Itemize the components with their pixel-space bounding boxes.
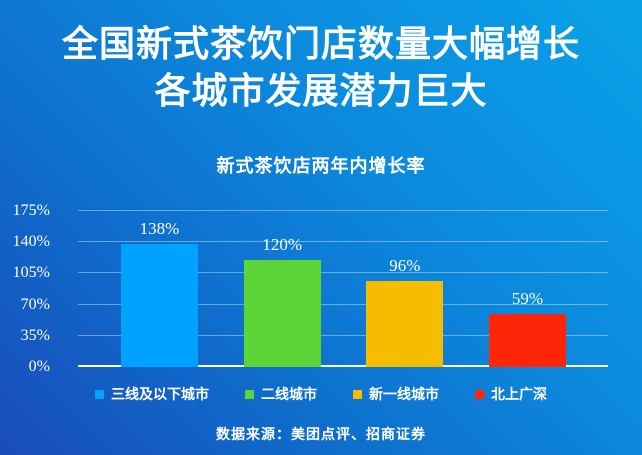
gridline (78, 241, 608, 242)
legend-item-三线及以下城市: 三线及以下城市 (95, 384, 209, 404)
y-tick-label: 70% (21, 296, 50, 314)
chart-legend: 三线及以下城市 二线城市 新一线城市 北上广深 (0, 384, 642, 404)
bar-value-label: 96% (366, 256, 443, 276)
data-source-note: 数据来源：美团点评、招商证券 (0, 424, 642, 444)
bar-二线城市 (244, 260, 321, 367)
legend-swatch-icon (245, 390, 254, 399)
legend-swatch-icon (353, 390, 362, 399)
legend-label: 北上广深 (491, 384, 547, 404)
legend-item-二线城市: 二线城市 (245, 384, 317, 404)
poster: 全国新式茶饮门店数量大幅增长 各城市发展潜力巨大 新式茶饮店两年内增长率 0% 3… (0, 0, 642, 455)
y-tick-label: 105% (13, 264, 50, 282)
legend-label: 二线城市 (261, 384, 317, 404)
legend-swatch-icon (475, 390, 484, 399)
chart-title: 新式茶饮店两年内增长率 (0, 152, 642, 178)
plot-area: 138% 120% 96% 59% (78, 211, 608, 367)
bar-value-label: 138% (121, 219, 198, 239)
bar-value-label: 59% (489, 289, 566, 309)
y-tick-label: 35% (21, 327, 50, 345)
bar-北上广深 (489, 314, 566, 367)
page-title-line2: 各城市发展潜力巨大 (0, 67, 642, 114)
gridline (78, 210, 608, 211)
legend-item-北上广深: 北上广深 (475, 384, 547, 404)
legend-item-新一线城市: 新一线城市 (353, 384, 439, 404)
page-title-line1: 全国新式茶饮门店数量大幅增长 (0, 20, 642, 67)
y-tick-label: 0% (29, 358, 50, 376)
y-axis-labels: 0%35%70%105%140%175% (0, 211, 60, 367)
legend-label: 三线及以下城市 (111, 384, 209, 404)
bar-三线及以下城市 (121, 244, 198, 367)
y-tick-label: 140% (13, 233, 50, 251)
y-tick-label: 175% (13, 202, 50, 220)
bar-新一线城市 (366, 281, 443, 367)
bar-value-label: 120% (244, 235, 321, 255)
page-title: 全国新式茶饮门店数量大幅增长 各城市发展潜力巨大 (0, 20, 642, 114)
legend-label: 新一线城市 (369, 384, 439, 404)
legend-swatch-icon (95, 390, 104, 399)
